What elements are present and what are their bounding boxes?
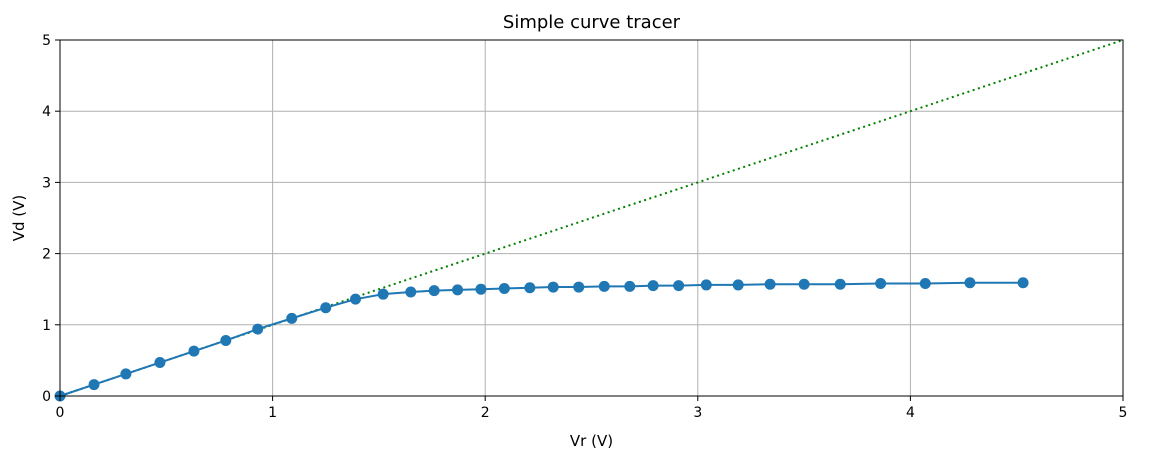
data-point	[350, 293, 362, 305]
data-point	[252, 323, 264, 335]
data-point	[452, 284, 464, 296]
data-point	[573, 281, 585, 293]
y-axis-label: Vd (V)	[10, 195, 28, 242]
data-point	[834, 278, 846, 290]
data-point	[598, 280, 610, 292]
x-tick-label: 2	[481, 405, 490, 421]
y-tick-label: 0	[42, 389, 51, 405]
axis-ticks: 0 1 2 3 4 5 0 1 2 3 4 5	[42, 33, 1127, 421]
data-point	[405, 286, 417, 298]
data-point	[964, 277, 976, 289]
data-point	[188, 345, 200, 357]
data-point	[1017, 277, 1029, 289]
y-tick-label: 3	[42, 175, 51, 191]
measured-series-line	[59, 281, 1024, 397]
y-tick-label: 4	[42, 104, 51, 120]
data-point	[919, 278, 931, 290]
y-tick-label: 5	[42, 33, 51, 49]
data-point	[220, 334, 232, 346]
x-tick-label: 3	[693, 405, 702, 421]
y-tick-label: 1	[42, 318, 51, 334]
x-tick-label: 4	[906, 405, 915, 421]
data-point	[154, 357, 166, 369]
data-point	[120, 368, 132, 380]
data-point	[377, 288, 389, 300]
data-point	[798, 278, 810, 290]
data-point	[524, 282, 536, 294]
data-point	[475, 283, 487, 295]
data-point	[875, 278, 887, 290]
x-tick-label: 1	[268, 405, 277, 421]
x-tick-label: 0	[56, 405, 65, 421]
data-point	[286, 312, 298, 324]
series-layer	[54, 39, 1124, 402]
data-point	[700, 279, 712, 291]
plot-frame	[59, 39, 1124, 397]
data-point	[320, 302, 332, 314]
x-tick-label: 5	[1119, 405, 1128, 421]
data-point	[624, 280, 636, 292]
data-point	[88, 379, 100, 391]
data-point	[764, 278, 776, 290]
data-point	[428, 285, 440, 297]
data-point	[673, 280, 685, 292]
data-point	[647, 280, 659, 292]
data-point	[547, 281, 559, 293]
data-point	[498, 282, 510, 294]
chart-title: Simple curve tracer	[503, 12, 681, 33]
y-tick-label: 2	[42, 247, 51, 263]
data-point	[732, 279, 744, 291]
x-axis-label: Vr (V)	[570, 432, 613, 450]
